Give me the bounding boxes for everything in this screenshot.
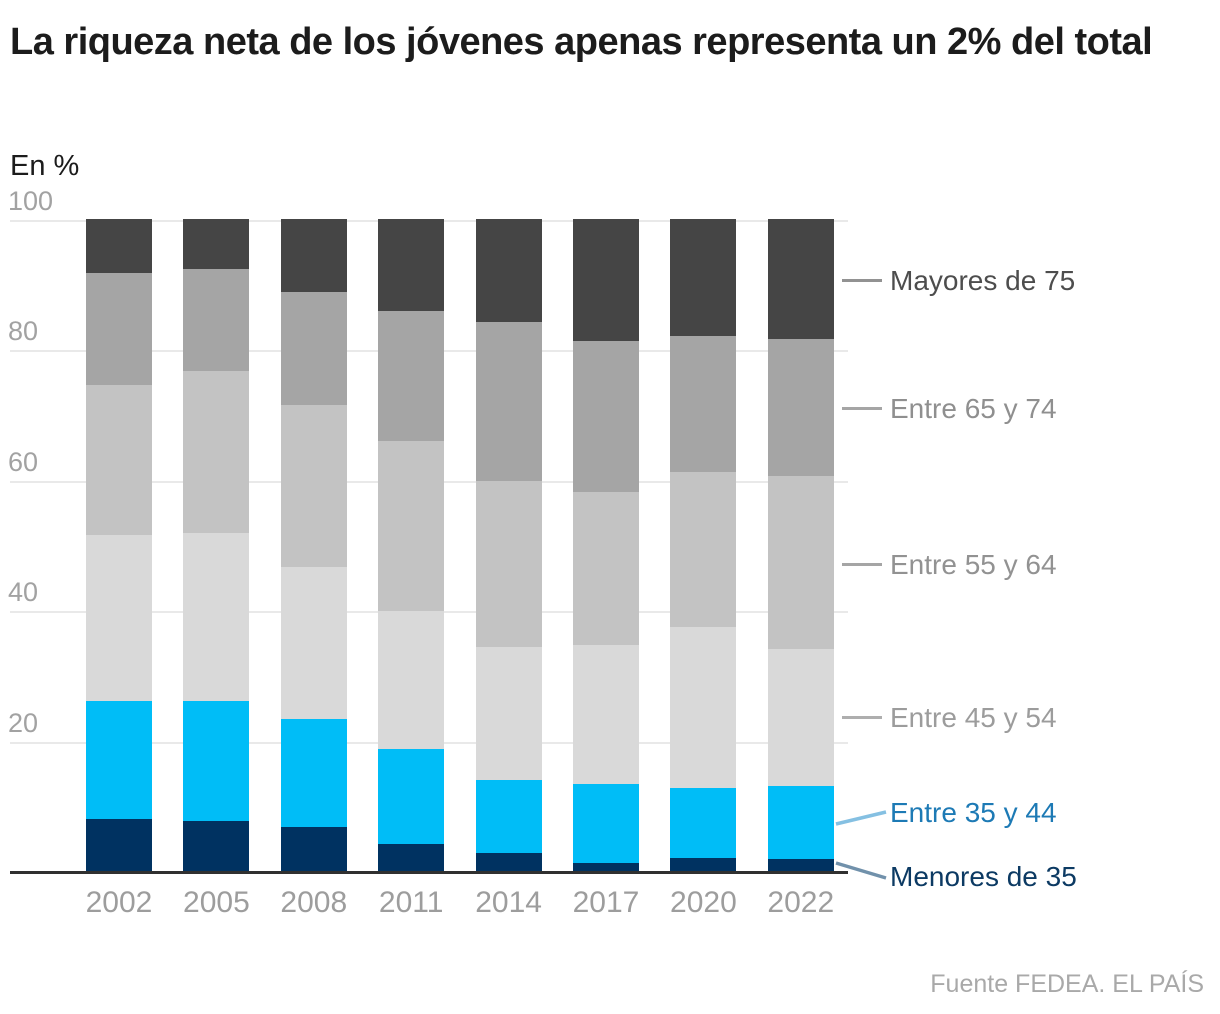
bar-segment-2002-menores-de-35 — [86, 818, 152, 871]
bar-segment-2020-mayores-de-75 — [670, 219, 737, 337]
bar-segment-2008-menores-de-35 — [280, 826, 347, 871]
chart-title: La riqueza neta de los jóvenes apenas re… — [10, 21, 1153, 63]
y-tick-label-80: 80 — [8, 316, 39, 347]
bar-segment-2008-entre-45-y-54 — [280, 567, 347, 720]
bar-segment-2005-menores-de-35 — [183, 820, 250, 871]
bar-segment-2011-entre-55-y-64 — [378, 440, 445, 611]
bar-segment-2022-menores-de-35 — [767, 859, 834, 871]
legend-label-entre-45-y-54: Entre 45 y 54 — [890, 702, 1057, 733]
legend-label-entre-55-y-64: Entre 55 y 64 — [890, 549, 1057, 580]
bar-segment-2017-mayores-de-75 — [573, 219, 639, 341]
bar-segment-2022-entre-65-y-74 — [767, 338, 834, 476]
bar-segment-2020-entre-35-y-44 — [670, 788, 737, 858]
bar-segment-2022-mayores-de-75 — [767, 219, 834, 339]
bar-segment-2020-entre-45-y-54 — [670, 626, 737, 789]
bar-segment-2014-entre-55-y-64 — [475, 481, 542, 648]
bar-segment-2017-menores-de-35 — [573, 862, 639, 871]
bar-segment-2014-entre-45-y-54 — [475, 647, 542, 780]
bar-segment-2011-entre-35-y-44 — [378, 749, 445, 844]
bar-segment-2011-entre-45-y-54 — [378, 610, 445, 750]
legend-leader-entre-55-y-64 — [842, 563, 882, 566]
bar-segment-2005-entre-65-y-74 — [183, 269, 250, 371]
y-tick-label-40: 40 — [8, 577, 39, 608]
y-tick-label-100: 100 — [8, 186, 54, 216]
x-tick-label-2020: 2020 — [670, 886, 737, 919]
bar-segment-2008-mayores-de-75 — [280, 219, 347, 293]
bar-segment-2011-menores-de-35 — [378, 843, 445, 871]
bar-segment-2011-entre-65-y-74 — [378, 310, 445, 441]
bar-segment-2014-menores-de-35 — [475, 852, 542, 871]
bar-segment-2014-mayores-de-75 — [475, 219, 542, 323]
bar-segment-2022-entre-55-y-64 — [767, 475, 834, 650]
y-tick-label-60: 60 — [8, 446, 39, 477]
bar-segment-2008-entre-65-y-74 — [280, 292, 347, 405]
x-tick-label-2011: 2011 — [378, 886, 444, 919]
bar-segment-2002-entre-35-y-44 — [86, 701, 152, 819]
chart-subtitle: En % — [10, 150, 80, 182]
bar-segment-2008-entre-35-y-44 — [280, 719, 347, 827]
bar-segment-2020-menores-de-35 — [670, 857, 737, 871]
bar-segment-2017-entre-35-y-44 — [573, 783, 639, 863]
legend-leader-mayores-de-75 — [842, 279, 882, 282]
bar-segment-2011-mayores-de-75 — [378, 219, 445, 311]
bar-segment-2014-entre-65-y-74 — [475, 322, 542, 482]
bar-segment-2002-entre-65-y-74 — [86, 273, 152, 385]
bar-segment-2022-entre-35-y-44 — [767, 785, 834, 860]
y-tick-label-20: 20 — [8, 707, 39, 738]
bar-segment-2020-entre-55-y-64 — [670, 471, 737, 627]
bar-segment-2002-mayores-de-75 — [86, 219, 152, 274]
x-tick-label-2002: 2002 — [85, 886, 153, 919]
legend-label-menores-de-35: Menores de 35 — [890, 861, 1077, 892]
bar-segment-2002-entre-55-y-64 — [86, 384, 152, 535]
x-tick-label-2014: 2014 — [475, 886, 542, 919]
bar-segment-2017-entre-45-y-54 — [573, 644, 639, 784]
bar-segment-2017-entre-65-y-74 — [573, 340, 639, 493]
bar-segment-2017-entre-55-y-64 — [573, 492, 639, 645]
legend-label-mayores-de-75: Mayores de 75 — [890, 265, 1076, 296]
x-tick-label-2008: 2008 — [280, 886, 348, 919]
bar-segment-2005-entre-45-y-54 — [183, 533, 250, 702]
bar-segment-2008-entre-55-y-64 — [280, 404, 347, 568]
x-tick-label-2022: 2022 — [767, 886, 835, 919]
legend-label-entre-35-y-44: Entre 35 y 44 — [890, 797, 1057, 828]
bar-segment-2005-mayores-de-75 — [183, 219, 250, 270]
plot-area: 100 80 60 40 20 2002 2005 2008 2011 2014 2017 2020 2… — [8, 187, 848, 919]
bar-segment-2005-entre-55-y-64 — [183, 370, 250, 534]
source-credit: Fuente FEDEA. EL PAÍS — [930, 970, 1204, 998]
legend-leader-entre-65-y-74 — [842, 407, 882, 410]
bar-segment-2002-entre-45-y-54 — [86, 534, 152, 702]
bar-segment-2014-entre-35-y-44 — [475, 779, 542, 853]
bar-segment-2022-entre-45-y-54 — [767, 649, 834, 786]
bar-segment-2005-entre-35-y-44 — [183, 701, 250, 821]
x-tick-label-2017: 2017 — [572, 886, 640, 919]
legend-leader-entre-45-y-54 — [842, 716, 882, 719]
x-tick-label-2005: 2005 — [183, 886, 250, 919]
legend-label-entre-65-y-74: Entre 65 y 74 — [890, 393, 1057, 424]
x-axis-line — [10, 871, 848, 874]
bar-segment-2020-entre-65-y-74 — [670, 336, 737, 472]
